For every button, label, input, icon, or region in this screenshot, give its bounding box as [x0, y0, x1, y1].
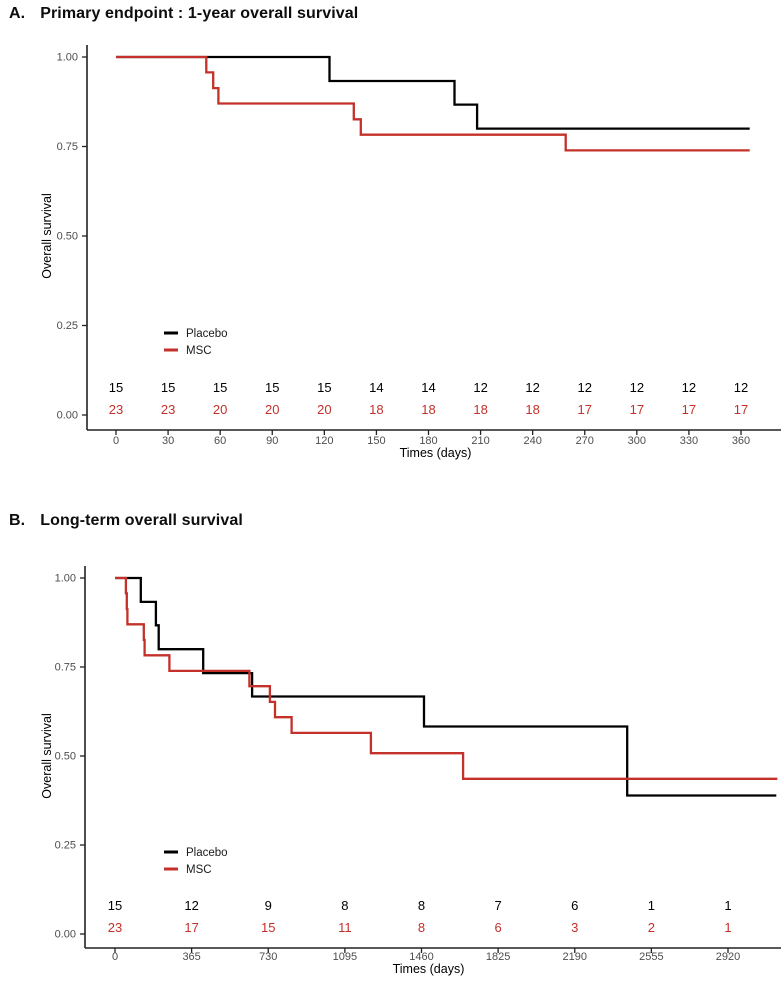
risk-count-placebo: 12 — [525, 380, 539, 395]
risk-count-msc: 23 — [109, 402, 123, 417]
risk-count-msc: 17 — [734, 402, 748, 417]
legend-label-placebo: Placebo — [186, 847, 228, 859]
y-tick-label: 0.25 — [57, 320, 78, 332]
risk-count-msc: 15 — [261, 920, 275, 935]
risk-count-placebo: 12 — [630, 380, 644, 395]
risk-count-placebo: 1 — [724, 898, 731, 913]
risk-count-placebo: 15 — [317, 380, 331, 395]
risk-count-msc: 1 — [724, 920, 731, 935]
risk-count-msc: 20 — [317, 402, 331, 417]
x-tick-label: 1825 — [486, 951, 510, 963]
x-tick-label: 30 — [162, 435, 174, 447]
x-tick-label: 150 — [367, 435, 385, 447]
risk-count-msc: 17 — [578, 402, 592, 417]
x-tick-label: 300 — [628, 435, 646, 447]
x-tick-label: 2920 — [716, 951, 740, 963]
risk-count-msc: 8 — [418, 920, 425, 935]
risk-count-placebo: 14 — [421, 380, 435, 395]
km-curve-msc — [115, 576, 778, 780]
x-tick-label: 240 — [523, 435, 541, 447]
x-tick-label: 365 — [182, 951, 200, 963]
risk-count-msc: 18 — [525, 402, 539, 417]
risk-count-placebo: 1 — [648, 898, 655, 913]
risk-count-msc: 20 — [265, 402, 279, 417]
y-axis-title: Overall survival — [40, 193, 54, 278]
risk-count-msc: 23 — [161, 402, 175, 417]
km-curve-placebo — [116, 55, 750, 130]
panel-a-title: A. Primary endpoint : 1-year overall sur… — [9, 5, 358, 23]
legend-label-msc: MSC — [186, 345, 212, 357]
y-tick-label: 0.75 — [57, 141, 78, 153]
panel-b-chart: 1.00 0.75 0.50 0.25 0.00 0 365 730 1095 1460 1825 2… — [40, 566, 781, 976]
x-tick-label: 0 — [113, 435, 119, 447]
y-tick-label: 0.50 — [55, 751, 76, 763]
risk-count-placebo: 15 — [265, 380, 279, 395]
x-tick-label: 270 — [576, 435, 594, 447]
risk-count-msc: 20 — [213, 402, 227, 417]
x-tick-label: 120 — [315, 435, 333, 447]
x-tick-label: 330 — [680, 435, 698, 447]
x-tick-label: 2555 — [639, 951, 663, 963]
panel-b-title: B. Long-term overall survival — [9, 512, 243, 530]
panel-a-title-text: Primary endpoint : 1-year overall surviv… — [40, 5, 359, 22]
panel-a-chart: 1.00 0.75 0.50 0.25 0.00 0 30 60 90 120 150 180 210 2… — [40, 45, 781, 460]
x-tick-label: 60 — [214, 435, 226, 447]
risk-count-msc: 18 — [473, 402, 487, 417]
panel-b-title-text: Long-term overall survival — [40, 512, 243, 529]
km-curve-placebo — [115, 576, 777, 797]
x-tick-label: 360 — [732, 435, 750, 447]
km-curve-msc — [116, 55, 750, 152]
x-tick-label: 90 — [266, 435, 278, 447]
risk-count-msc: 2 — [648, 920, 655, 935]
risk-count-placebo: 8 — [418, 898, 425, 913]
x-tick-label: 730 — [259, 951, 277, 963]
y-tick-label: 0.25 — [55, 840, 76, 852]
y-tick-label: 1.00 — [57, 52, 78, 64]
x-tick-label: 2190 — [563, 951, 587, 963]
risk-count-placebo: 7 — [495, 898, 502, 913]
x-axis-title: Times (days) — [393, 962, 465, 976]
panel-a-label: A. — [9, 5, 26, 22]
risk-count-placebo: 6 — [571, 898, 578, 913]
legend-label-msc: MSC — [186, 864, 212, 876]
risk-count-placebo: 9 — [265, 898, 272, 913]
risk-count-msc: 17 — [630, 402, 644, 417]
risk-count-placebo: 15 — [109, 380, 123, 395]
x-axis-title: Times (days) — [400, 446, 472, 460]
risk-count-msc: 23 — [108, 920, 122, 935]
y-axis-title: Overall survival — [40, 713, 54, 798]
risk-count-msc: 11 — [338, 920, 352, 935]
y-tick-label: 0.75 — [55, 662, 76, 674]
risk-count-msc: 18 — [421, 402, 435, 417]
risk-count-msc: 18 — [369, 402, 383, 417]
y-tick-label: 1.00 — [55, 573, 76, 585]
risk-count-placebo: 12 — [184, 898, 198, 913]
risk-count-msc: 17 — [184, 920, 198, 935]
x-tick-label: 1095 — [333, 951, 357, 963]
x-tick-label: 0 — [112, 951, 118, 963]
risk-count-placebo: 15 — [108, 898, 122, 913]
risk-count-placebo: 12 — [734, 380, 748, 395]
risk-count-placebo: 14 — [369, 380, 383, 395]
risk-count-placebo: 8 — [341, 898, 348, 913]
legend-label-placebo: Placebo — [186, 328, 228, 340]
x-tick-label: 210 — [471, 435, 489, 447]
y-tick-label: 0.00 — [55, 929, 76, 941]
risk-count-msc: 3 — [571, 920, 578, 935]
x-tick-label: 180 — [419, 435, 437, 447]
risk-count-placebo: 15 — [213, 380, 227, 395]
risk-count-placebo: 12 — [473, 380, 487, 395]
risk-count-placebo: 12 — [682, 380, 696, 395]
risk-count-placebo: 12 — [578, 380, 592, 395]
x-tick-label: 1460 — [409, 951, 433, 963]
risk-count-msc: 17 — [682, 402, 696, 417]
y-tick-label: 0.50 — [57, 231, 78, 243]
y-tick-label: 0.00 — [57, 410, 78, 422]
panel-b-label: B. — [9, 512, 26, 529]
risk-count-placebo: 15 — [161, 380, 175, 395]
risk-count-msc: 6 — [495, 920, 502, 935]
